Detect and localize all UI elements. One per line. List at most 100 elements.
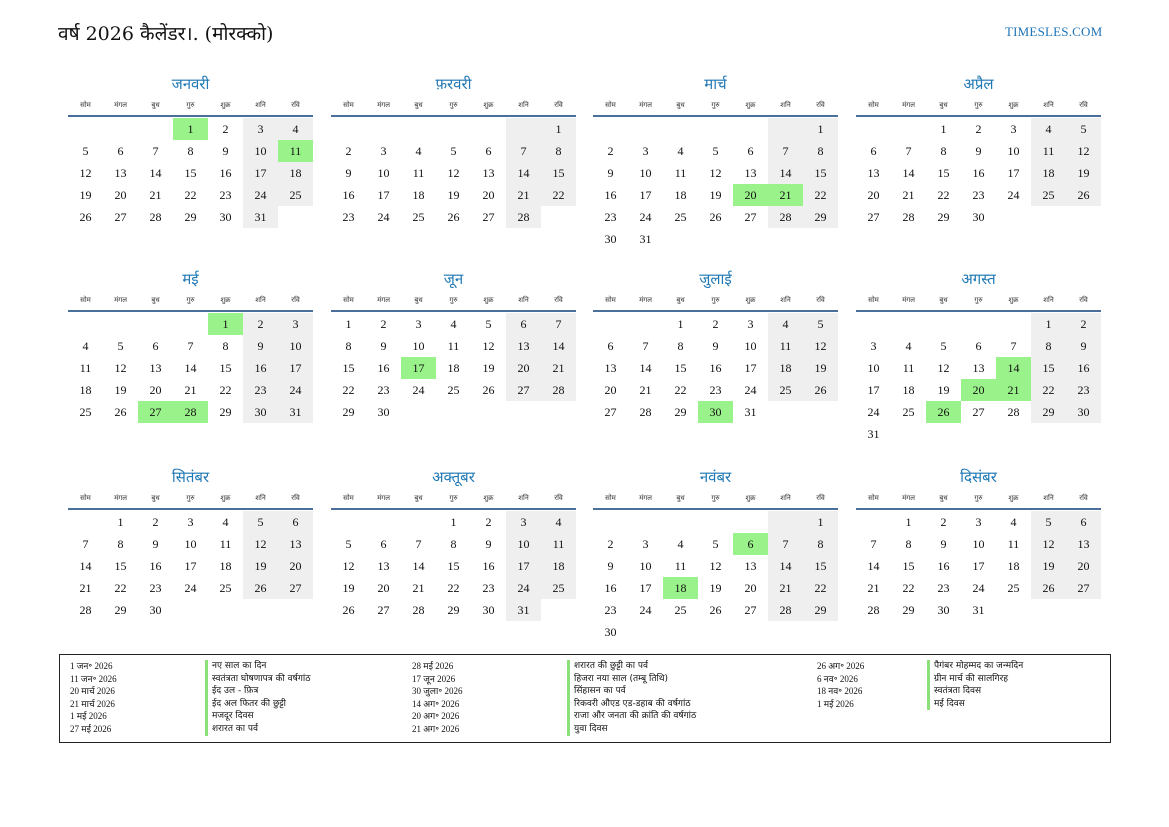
weekday-label: शुक्र bbox=[483, 100, 494, 109]
day-cell: 23 bbox=[377, 382, 390, 397]
day-cell: 31 bbox=[744, 404, 757, 419]
day-cell: 19 bbox=[114, 382, 127, 397]
day-cell: 28 bbox=[541, 379, 576, 401]
day-cell: 3 bbox=[870, 338, 877, 353]
day-cell: 30 bbox=[377, 404, 390, 419]
day-cell: 18 bbox=[768, 357, 803, 379]
day-cell: 16 bbox=[342, 187, 355, 202]
month-calendar: अक्तूबर सोम मंगल बुध गुरु शुक्र शनि रवि 1 2 3 4 5 6 7 8… bbox=[331, 465, 576, 621]
empty-cell bbox=[926, 313, 961, 335]
empty-cell bbox=[103, 313, 138, 335]
holiday-day-cell: 26 bbox=[926, 401, 961, 423]
day-cell: 7 bbox=[82, 536, 89, 551]
month-name: मई bbox=[182, 270, 199, 288]
weekday-label: मंगल bbox=[639, 100, 652, 109]
day-cell: 24 bbox=[184, 580, 197, 595]
header-divider bbox=[856, 508, 1101, 510]
day-cell: 28 bbox=[639, 404, 652, 419]
day-cell: 16 bbox=[972, 165, 985, 180]
day-cell: 10 bbox=[867, 360, 880, 375]
day-cell: 24 bbox=[639, 209, 652, 224]
day-cell: 31 bbox=[278, 401, 313, 423]
day-cell: 3 bbox=[187, 514, 194, 529]
holiday-name: ग्रीन मार्च की सालगिरह bbox=[934, 673, 1009, 684]
day-cell: 21 bbox=[184, 382, 197, 397]
holiday-name: युवा दिवस bbox=[574, 724, 608, 734]
day-cell: 7 bbox=[187, 338, 194, 353]
weekday-label: मंगल bbox=[114, 295, 127, 304]
weekday-label: रवि bbox=[291, 493, 300, 502]
holiday-marker-bar bbox=[567, 660, 570, 736]
holiday-day-cell: 14 bbox=[996, 357, 1031, 379]
day-cell: 21 bbox=[149, 187, 162, 202]
day-cell: 29 bbox=[902, 602, 915, 617]
day-cell: 22 bbox=[937, 187, 950, 202]
empty-cell bbox=[366, 511, 401, 533]
day-cell: 19 bbox=[709, 580, 722, 595]
day-cell: 20 bbox=[506, 357, 541, 379]
empty-cell bbox=[103, 118, 138, 140]
weekday-label: शुक्र bbox=[220, 100, 231, 109]
weekday-label: रवि bbox=[554, 100, 563, 109]
day-cell: 16 bbox=[709, 360, 722, 375]
weekday-label: बुध bbox=[939, 493, 948, 502]
day-cell: 20 bbox=[377, 580, 390, 595]
weekday-label: सोम bbox=[343, 295, 354, 304]
weekday-label: मंगल bbox=[114, 493, 127, 502]
day-cell: 7 bbox=[768, 140, 803, 162]
day-cell: 16 bbox=[377, 360, 390, 375]
day-cell: 18 bbox=[219, 558, 232, 573]
day-cell: 17 bbox=[639, 187, 652, 202]
day-cell: 2 bbox=[243, 313, 278, 335]
day-cell: 31 bbox=[639, 231, 652, 246]
day-cell: 30 bbox=[243, 401, 278, 423]
day-cell: 2 bbox=[345, 143, 352, 158]
day-cell: 4 bbox=[905, 338, 912, 353]
weekday-header: सोम मंगल बुध गुरु शुक्र शनि रवि bbox=[593, 291, 838, 309]
empty-cell bbox=[173, 313, 208, 335]
day-cell: 1 bbox=[1031, 313, 1066, 335]
day-cell: 29 bbox=[937, 209, 950, 224]
day-cell: 30 bbox=[1066, 401, 1101, 423]
day-cell: 27 bbox=[482, 209, 495, 224]
day-cell: 29 bbox=[674, 404, 687, 419]
holiday-date: 20 अग॰ 2026 bbox=[412, 711, 460, 722]
weekday-label: गुरु bbox=[186, 295, 195, 304]
weekday-label: बुध bbox=[151, 100, 160, 109]
header-divider bbox=[593, 508, 838, 510]
month-name: नवंबर bbox=[699, 468, 732, 486]
day-cell: 12 bbox=[342, 558, 355, 573]
weekday-label: बुध bbox=[676, 295, 685, 304]
day-cell: 14 bbox=[639, 360, 652, 375]
site-link[interactable]: TIMESLES.COM bbox=[1005, 24, 1103, 39]
month-calendar: अप्रैल सोम मंगल बुध गुरु शुक्र शनि रवि 1 2 3 4 5 6 7 8 9… bbox=[856, 72, 1101, 228]
day-cell: 26 bbox=[709, 209, 722, 224]
day-cell: 4 bbox=[1010, 514, 1017, 529]
empty-cell bbox=[768, 118, 803, 140]
weekday-label: रवि bbox=[1079, 295, 1088, 304]
day-cell: 13 bbox=[278, 533, 313, 555]
weekday-header: सोम मंगल बुध गुरु शुक्र शनि रवि bbox=[68, 96, 313, 114]
day-cell: 8 bbox=[117, 536, 124, 551]
weekday-label: मंगल bbox=[639, 493, 652, 502]
day-cell: 30 bbox=[149, 602, 162, 617]
day-cell: 2 bbox=[940, 514, 947, 529]
holiday-day-cell: 30 bbox=[698, 401, 733, 423]
day-cell: 16 bbox=[937, 558, 950, 573]
month-calendar: मार्च सोम मंगल बुध गुरु शुक्र शनि रवि 1 2 3 4 5 6 7 8 9 1… bbox=[593, 72, 838, 250]
day-cell: 16 bbox=[219, 165, 232, 180]
day-cell: 11 bbox=[541, 533, 576, 555]
weekday-label: शुक्र bbox=[745, 295, 756, 304]
empty-cell bbox=[628, 313, 663, 335]
day-cell: 27 bbox=[744, 209, 757, 224]
day-cell: 12 bbox=[243, 533, 278, 555]
day-cell: 19 bbox=[79, 187, 92, 202]
day-cell: 6 bbox=[117, 143, 124, 158]
header-divider bbox=[593, 310, 838, 312]
empty-cell bbox=[138, 313, 173, 335]
month-name: जनवरी bbox=[171, 75, 210, 93]
weekday-label: शुक्र bbox=[483, 493, 494, 502]
day-cell: 27 bbox=[114, 209, 127, 224]
empty-cell bbox=[471, 118, 506, 140]
day-cell: 7 bbox=[541, 313, 576, 335]
